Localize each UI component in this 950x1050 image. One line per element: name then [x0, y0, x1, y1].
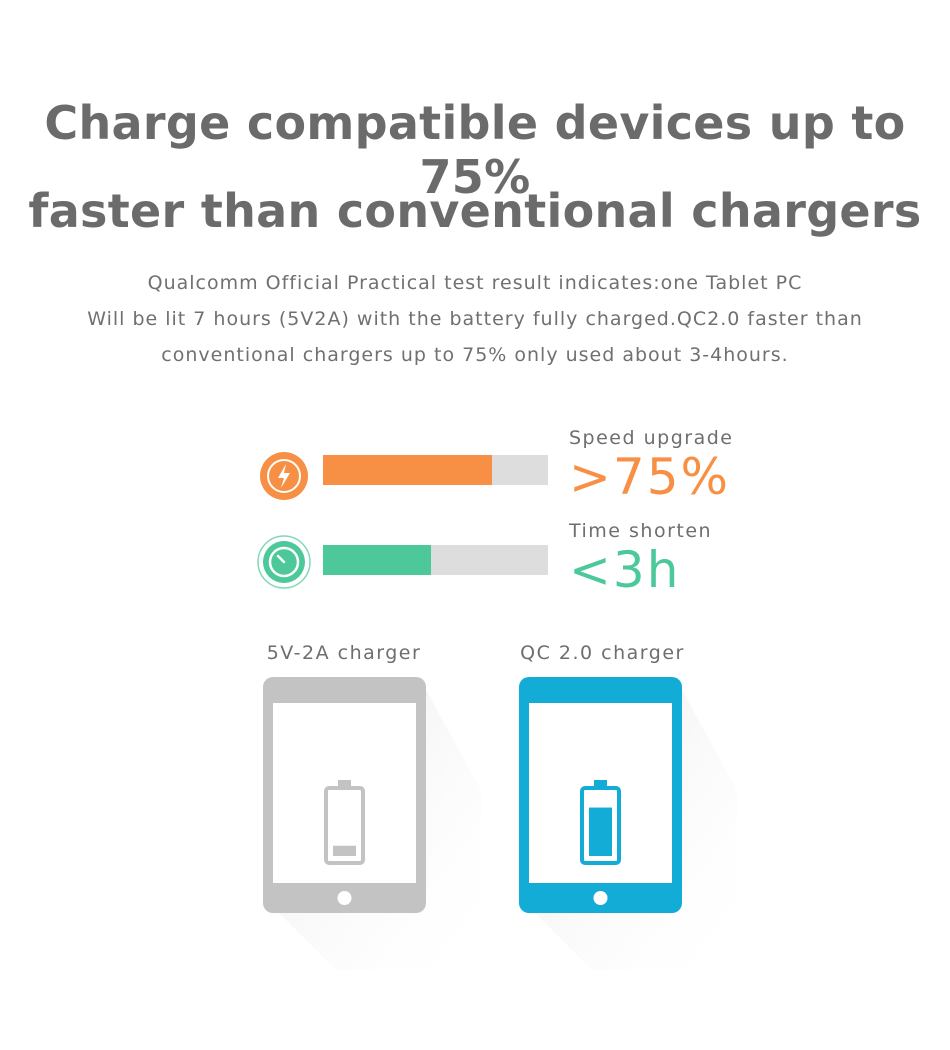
description-line-3: conventional chargers up to 75% only use…: [161, 344, 789, 366]
description-line-1: Qualcomm Official Practical test result …: [147, 272, 803, 294]
full-battery-icon: [580, 780, 621, 865]
time-shorten-label: Time shorten: [569, 520, 713, 542]
speed-upgrade-label: Speed upgrade: [569, 427, 734, 449]
speed-progress-bar: [323, 455, 548, 485]
time-shorten-value: <3h: [569, 541, 681, 599]
lightning-icon: [260, 452, 308, 500]
qc-charger-label: QC 2.0 charger: [520, 642, 685, 664]
description-line-2: Will be lit 7 hours (5V2A) with the batt…: [87, 308, 863, 330]
qc-tablet-icon: [519, 677, 737, 970]
time-progress-bar: [323, 545, 548, 575]
time-progress-fill: [323, 545, 431, 575]
speed-progress-fill: [323, 455, 492, 485]
speed-upgrade-value: >75%: [569, 448, 731, 506]
headline-line-1: Charge compatible devices up to 75%: [44, 96, 906, 204]
headline-line-2: faster than conventional chargers: [28, 184, 922, 238]
standard-tablet-icon: [263, 677, 481, 970]
low-battery-icon: [324, 780, 365, 865]
standard-charger-label: 5V-2A charger: [266, 642, 422, 664]
clock-icon: [257, 535, 311, 589]
